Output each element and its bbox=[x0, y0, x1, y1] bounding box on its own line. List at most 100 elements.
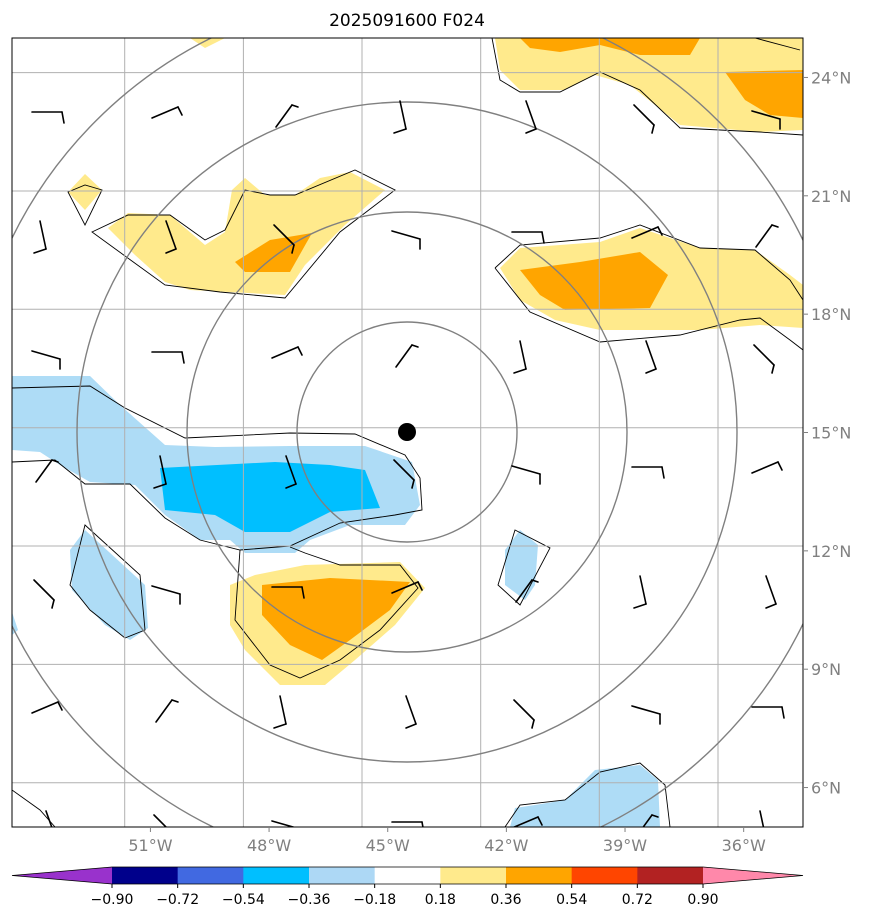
colorbar-segment bbox=[243, 867, 310, 884]
wind-barb bbox=[391, 581, 423, 594]
colorbar-segment bbox=[506, 867, 573, 884]
wind-barb bbox=[165, 220, 177, 254]
wind-barb bbox=[513, 340, 527, 374]
colorbar-tick-label: −0.90 bbox=[91, 892, 134, 908]
positive-anomaly-strong bbox=[520, 252, 668, 310]
zero-contours bbox=[12, 38, 803, 827]
wind-barb bbox=[271, 820, 296, 827]
wind-barb bbox=[631, 705, 661, 725]
wind-barb bbox=[759, 810, 765, 827]
wind-barb bbox=[511, 465, 541, 485]
wind-barb bbox=[151, 351, 185, 364]
positive-anomaly-light bbox=[68, 174, 102, 210]
wind-barb bbox=[633, 575, 647, 609]
colorbar-tick-label: 0.36 bbox=[490, 892, 521, 908]
longitude-axis: 51°W 48°W 45°W 42°W 39°W 36°W bbox=[128, 827, 766, 855]
wind-barb bbox=[512, 816, 543, 827]
wind-barb bbox=[511, 231, 545, 244]
lat-tick-label: 21°N bbox=[811, 187, 851, 206]
wind-barb bbox=[633, 104, 655, 134]
lon-tick-label: 48°W bbox=[247, 836, 291, 855]
colorbar-segment bbox=[637, 867, 704, 884]
wind-barb bbox=[391, 821, 424, 827]
colorbar-tick-label: −0.36 bbox=[288, 892, 331, 908]
shaded-anomaly-fields bbox=[12, 38, 803, 827]
lat-tick-label: 9°N bbox=[811, 660, 841, 679]
colorbar-upper-extension bbox=[703, 867, 803, 884]
wind-barb bbox=[642, 814, 659, 827]
wind-barb bbox=[631, 466, 665, 479]
wind-barb bbox=[755, 224, 779, 248]
colorbar-tick-label: −0.18 bbox=[353, 892, 396, 908]
colorbar-segment bbox=[112, 867, 179, 884]
lon-tick-label: 45°W bbox=[366, 836, 410, 855]
lat-tick-label: 12°N bbox=[811, 542, 851, 561]
positive-anomaly-strong bbox=[520, 38, 700, 55]
negative-anomaly-light bbox=[12, 376, 420, 553]
colorbar-segment bbox=[309, 867, 376, 884]
wind-barb bbox=[273, 695, 287, 729]
wind-barb bbox=[515, 579, 539, 603]
lat-tick-label: 15°N bbox=[811, 424, 851, 443]
wind-barb bbox=[31, 350, 61, 370]
wind-barb bbox=[391, 230, 421, 250]
grid-lines bbox=[12, 38, 803, 827]
wind-barb bbox=[155, 699, 179, 723]
colorbar-tick-label: 0.90 bbox=[687, 892, 718, 908]
wind-barb bbox=[273, 224, 295, 254]
range-rings bbox=[12, 38, 803, 827]
colorbar-tick-label: 0.72 bbox=[622, 892, 653, 908]
colorbar-segment bbox=[440, 867, 507, 884]
wind-barb bbox=[393, 100, 407, 134]
latitude-axis: 6°N 9°N 12°N 15°N 18°N 21°N 24°N bbox=[803, 68, 851, 798]
wind-barbs bbox=[31, 100, 785, 827]
wind-barb bbox=[645, 340, 657, 374]
positive-anomaly-light bbox=[190, 38, 225, 48]
negative-anomaly-strong bbox=[160, 462, 380, 532]
wind-barb bbox=[31, 701, 63, 714]
wind-barb bbox=[271, 346, 303, 359]
lat-tick-label: 18°N bbox=[811, 305, 851, 324]
lon-tick-label: 42°W bbox=[484, 836, 528, 855]
wind-barb bbox=[405, 695, 417, 729]
colorbar-tick-label: 0.18 bbox=[425, 892, 456, 908]
negative-anomaly-light bbox=[505, 530, 538, 600]
wind-barb bbox=[751, 110, 781, 130]
colorbar-lower-extension bbox=[12, 867, 112, 884]
lon-tick-label: 39°W bbox=[603, 836, 647, 855]
colorbar: −0.90 −0.72 −0.54 −0.36 −0.18 0.18 0.36 0.54 0.7… bbox=[11, 866, 804, 908]
wind-barb bbox=[753, 344, 775, 374]
wind-barb bbox=[151, 106, 183, 119]
lat-tick-label: 6°N bbox=[811, 779, 841, 798]
map-panel bbox=[12, 38, 803, 827]
wind-barb bbox=[751, 706, 785, 719]
negative-anomaly-light bbox=[70, 530, 148, 640]
positive-anomaly-light bbox=[108, 172, 385, 295]
negative-anomaly-light bbox=[510, 765, 660, 827]
wind-barb bbox=[45, 810, 53, 827]
colorbar-segment bbox=[571, 867, 638, 884]
wind-barb bbox=[395, 344, 419, 368]
wind-barb bbox=[275, 104, 299, 128]
wind-barb bbox=[153, 455, 167, 489]
positive-anomaly-light bbox=[495, 38, 803, 132]
colorbar-segment bbox=[374, 867, 441, 884]
colorbar-segment bbox=[177, 867, 244, 884]
wind-barb bbox=[33, 579, 55, 609]
wind-barb bbox=[285, 455, 297, 489]
wind-barb bbox=[525, 100, 537, 134]
wind-barb bbox=[751, 461, 783, 474]
wind-barb bbox=[35, 459, 59, 483]
wind-barb bbox=[33, 220, 47, 254]
wind-barb bbox=[31, 111, 65, 124]
positive-anomaly-strong bbox=[262, 578, 410, 660]
colorbar-tick-label: −0.72 bbox=[156, 892, 199, 908]
storm-center-marker bbox=[398, 423, 416, 441]
wind-barb bbox=[393, 459, 415, 489]
wind-barb bbox=[631, 226, 663, 239]
colorbar-tick-label: −0.54 bbox=[222, 892, 265, 908]
lat-tick-label: 24°N bbox=[811, 68, 851, 87]
wind-barb bbox=[271, 586, 305, 599]
positive-anomaly-strong bbox=[725, 70, 803, 118]
